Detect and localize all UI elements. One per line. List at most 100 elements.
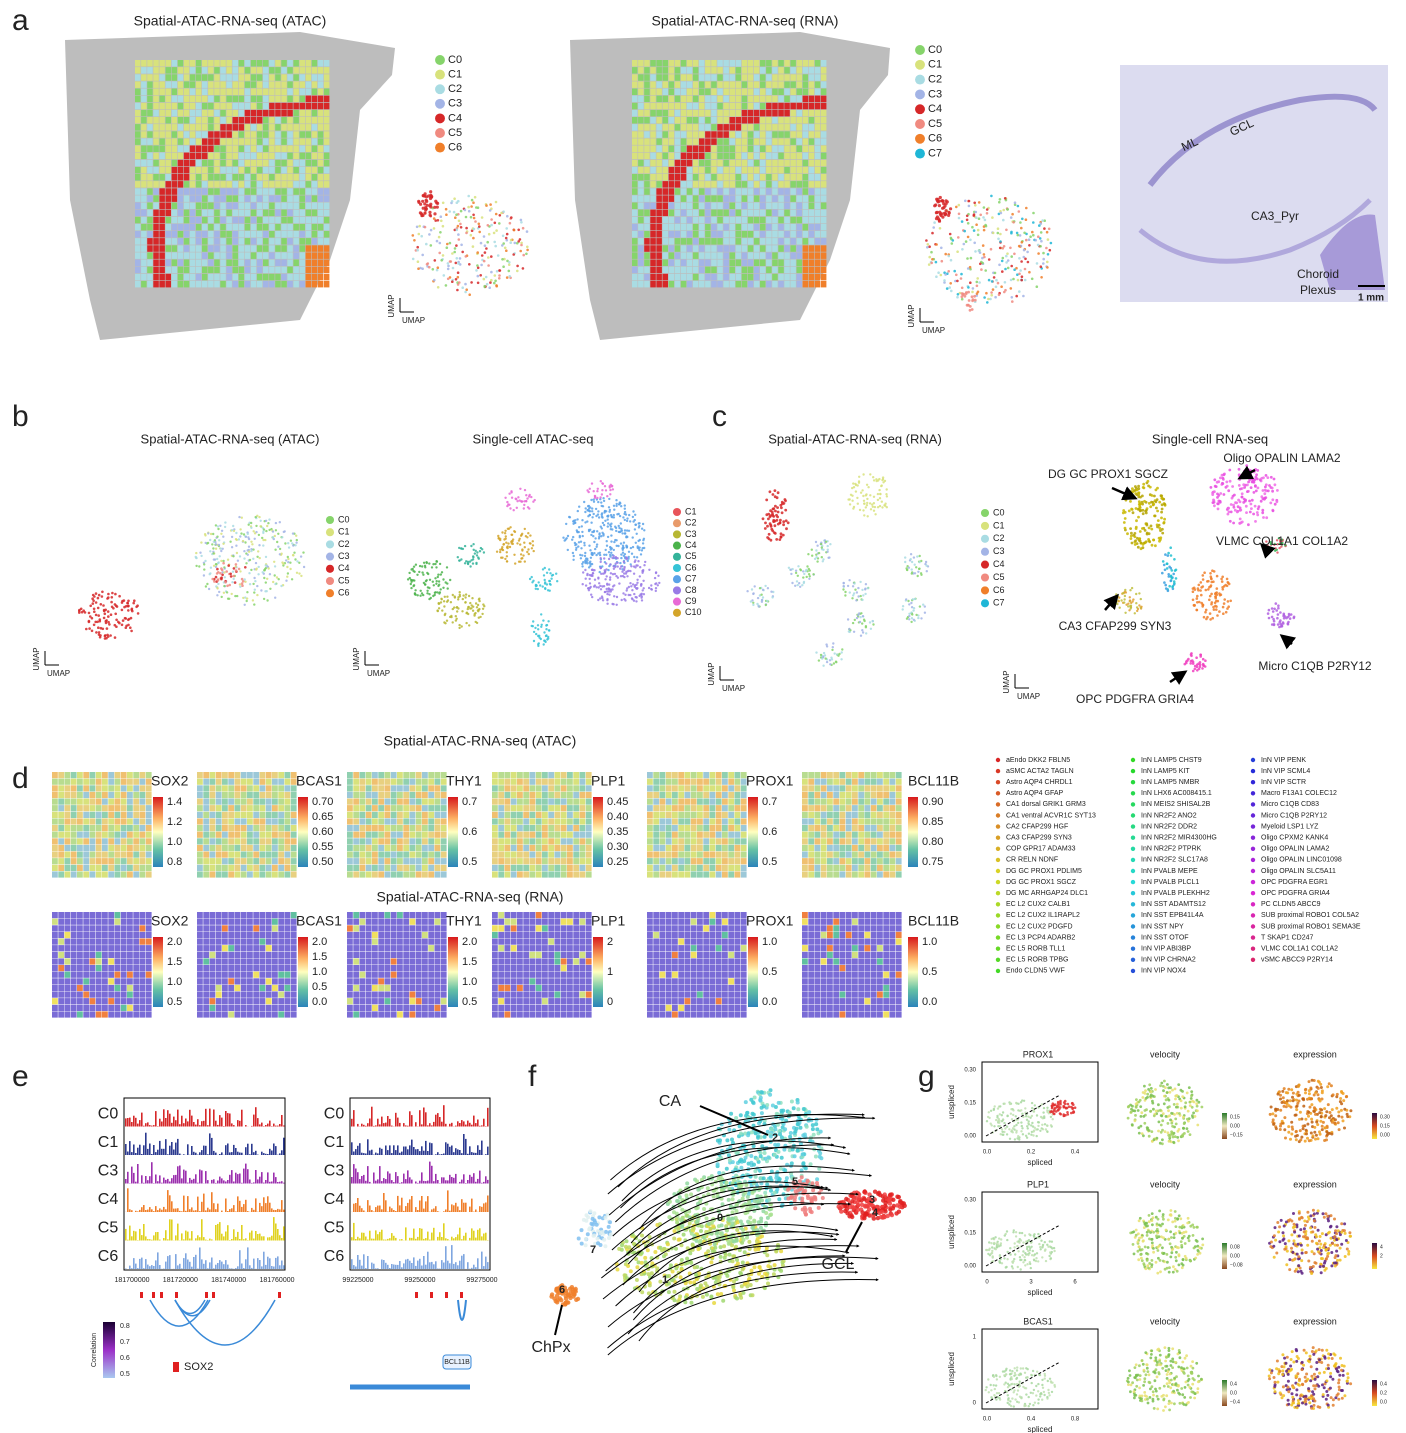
- dot: [1032, 234, 1035, 237]
- spatial-spot: [147, 110, 153, 117]
- dot: [1148, 540, 1151, 543]
- spatial-spot: [312, 181, 318, 188]
- spatial-spot: [748, 188, 754, 195]
- spatial-spot: [663, 195, 669, 202]
- spatial-spot: [778, 131, 784, 138]
- dot: [468, 595, 470, 597]
- spatial-spot: [632, 267, 638, 274]
- dot: [453, 251, 456, 254]
- dot: [971, 226, 974, 229]
- dot: [618, 582, 620, 584]
- dot: [641, 528, 643, 530]
- spatial-spot: [184, 281, 190, 288]
- dot: [643, 593, 645, 595]
- spatial-spot: [797, 238, 803, 245]
- dot: [961, 295, 964, 298]
- spatial-spot: [245, 146, 251, 153]
- spatial-spot: [135, 188, 141, 195]
- spatial-spot: [172, 210, 178, 217]
- spatial-spot: [269, 203, 275, 210]
- spatial-spot: [202, 160, 208, 167]
- dot: [458, 627, 460, 629]
- spatial-spot: [675, 231, 681, 238]
- dot: [609, 486, 611, 488]
- dot: [424, 226, 427, 229]
- spatial-spot: [220, 138, 226, 145]
- dot: [607, 518, 609, 520]
- spatial-spot: [772, 181, 778, 188]
- dot: [1239, 518, 1242, 521]
- spatial-spot: [159, 74, 165, 81]
- dot: [236, 552, 238, 554]
- dot: [562, 537, 564, 539]
- legend-marker: [915, 89, 925, 99]
- spatial-spot: [166, 274, 172, 281]
- spatial-spot: [693, 103, 699, 110]
- dot: [232, 571, 234, 573]
- spatial-spot: [778, 89, 784, 96]
- spatial-spot: [766, 124, 772, 131]
- dot: [858, 482, 860, 484]
- spatial-spot: [312, 160, 318, 167]
- spatial-spot: [632, 96, 638, 103]
- spatial-spot: [196, 153, 202, 160]
- spatial-spot: [638, 181, 644, 188]
- spatial-spot: [790, 89, 796, 96]
- spatial-spot: [650, 195, 656, 202]
- spatial-spot: [166, 89, 172, 96]
- spatial-spot: [208, 117, 214, 124]
- spatial-spot: [748, 74, 754, 81]
- dot: [910, 621, 912, 623]
- dot: [489, 281, 492, 284]
- dot: [227, 559, 229, 561]
- dot: [952, 239, 955, 242]
- spatial-spot: [723, 160, 729, 167]
- spatial-spot: [245, 124, 251, 131]
- spatial-spot: [742, 281, 748, 288]
- dot: [602, 534, 604, 536]
- spatial-spot: [245, 131, 251, 138]
- spatial-spot: [300, 89, 306, 96]
- dot: [489, 209, 492, 212]
- spatial-spot: [196, 103, 202, 110]
- spatial-spot: [141, 188, 147, 195]
- spatial-spot: [681, 274, 687, 281]
- spatial-spot: [166, 117, 172, 124]
- spatial-spot: [784, 81, 790, 88]
- spatial-spot: [821, 238, 827, 245]
- dot: [636, 587, 638, 589]
- spatial-spot: [754, 146, 760, 153]
- dot: [266, 578, 268, 580]
- spatial-spot: [239, 160, 245, 167]
- spatial-spot: [742, 195, 748, 202]
- dot: [509, 222, 512, 225]
- spatial-spot: [214, 267, 220, 274]
- spatial-spot: [293, 203, 299, 210]
- spatial-spot: [723, 267, 729, 274]
- spatial-spot: [220, 274, 226, 281]
- spatial-spot: [239, 174, 245, 181]
- spatial-spot: [306, 274, 312, 281]
- spatial-spot: [233, 210, 239, 217]
- dot: [549, 572, 551, 574]
- dot: [523, 542, 525, 544]
- spatial-spot: [184, 181, 190, 188]
- spatial-spot: [153, 203, 159, 210]
- dot: [426, 579, 428, 581]
- spatial-spot: [141, 160, 147, 167]
- spatial-spot: [147, 210, 153, 217]
- spatial-spot: [190, 146, 196, 153]
- spatial-spot: [245, 103, 251, 110]
- dot: [441, 609, 443, 611]
- spatial-spot: [760, 281, 766, 288]
- spatial-spot: [784, 224, 790, 231]
- dot: [595, 554, 597, 556]
- dot: [578, 506, 580, 508]
- dot: [486, 241, 489, 244]
- spatial-spot: [269, 274, 275, 281]
- spatial-spot: [159, 60, 165, 67]
- spatial-spot: [705, 203, 711, 210]
- dot: [465, 622, 467, 624]
- dot: [508, 504, 510, 506]
- spatial-spot: [650, 67, 656, 74]
